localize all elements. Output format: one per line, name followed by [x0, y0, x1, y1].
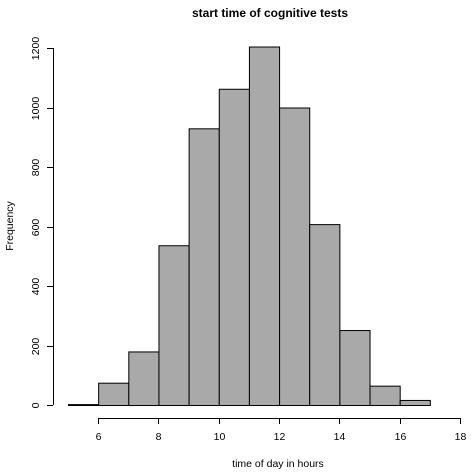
histogram-bar [188, 128, 220, 406]
histogram-bar [279, 107, 311, 406]
histogram-bar [369, 385, 401, 407]
x-tick-label: 14 [334, 431, 346, 443]
y-tick-label: 0 [30, 402, 42, 408]
histogram-bar [248, 46, 281, 406]
x-axis: 6 8 10 12 14 16 18 [96, 418, 467, 443]
x-tick-label: 8 [156, 431, 162, 443]
y-tick-label: 1200 [30, 37, 42, 61]
x-tick-label: 12 [274, 431, 286, 443]
chart-title: start time of cognitive tests [192, 6, 348, 20]
histogram-bar [399, 399, 431, 407]
histogram-bar [98, 382, 130, 406]
y-axis: 0 200 400 600 800 1000 1200 [30, 37, 54, 408]
x-tick-label: 18 [455, 431, 467, 443]
bars-group [68, 46, 431, 407]
histogram-bar [309, 224, 341, 406]
histogram-bar [158, 245, 190, 406]
x-axis-title: time of day in hours [232, 458, 324, 470]
x-tick-label: 16 [395, 431, 407, 443]
y-tick-label: 800 [30, 159, 42, 177]
y-tick-label: 400 [30, 278, 42, 296]
histogram-bar [128, 351, 160, 407]
histogram-bar [339, 330, 371, 406]
x-tick-label: 10 [214, 431, 226, 443]
histogram-bar [68, 404, 100, 407]
y-tick-label: 1000 [30, 97, 42, 121]
y-axis-title: Frequency [4, 200, 16, 250]
x-tick-label: 6 [96, 431, 102, 443]
y-tick-label: 600 [30, 219, 42, 237]
y-tick-label: 200 [30, 338, 42, 356]
histogram-bar [218, 88, 250, 406]
